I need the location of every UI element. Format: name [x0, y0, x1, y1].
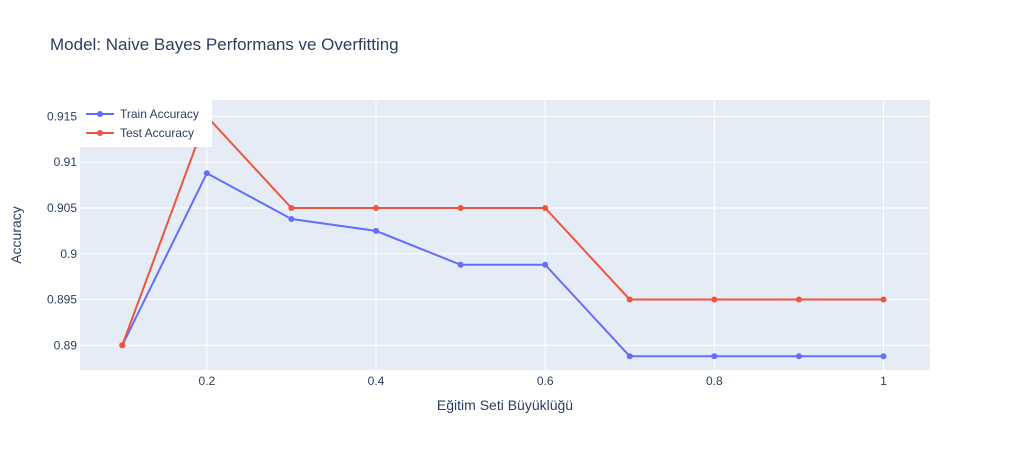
y-tick-label: 0.905	[47, 201, 77, 215]
legend-item[interactable]: Test Accuracy	[86, 126, 194, 140]
series-train-accuracy	[119, 170, 887, 360]
data-point[interactable]	[711, 353, 718, 360]
plot-area	[80, 100, 930, 370]
legend-marker	[97, 111, 103, 117]
x-axis-title: Eğitim Seti Büyüklüğü	[437, 397, 573, 413]
y-tick-label: 0.91	[54, 155, 78, 169]
y-tick-label: 0.895	[47, 293, 77, 307]
x-tick-labels: 0.2 0.4 0.6 0.8 1	[199, 374, 888, 388]
series-line	[121, 172, 884, 358]
legend[interactable]: Train Accuracy Test Accuracy	[80, 100, 212, 147]
y-tick-labels: 0.89 0.895 0.9 0.905 0.91 0.915	[47, 109, 77, 352]
x-tick-label: 0.2	[199, 374, 216, 388]
y-tick-label: 0.915	[47, 109, 77, 123]
data-point[interactable]	[542, 205, 549, 211]
legend-label: Test Accuracy	[120, 126, 194, 140]
data-point[interactable]	[795, 353, 802, 360]
data-point[interactable]	[626, 353, 633, 360]
data-point[interactable]	[711, 296, 718, 303]
data-point[interactable]	[373, 205, 380, 211]
y-tick-label: 0.9	[60, 247, 77, 261]
series-test-accuracy	[119, 113, 887, 349]
data-point[interactable]	[457, 261, 464, 268]
series-layer	[119, 113, 887, 360]
data-point[interactable]	[373, 227, 380, 234]
x-tick-label: 1	[880, 374, 887, 388]
data-point[interactable]	[626, 296, 633, 303]
data-point[interactable]	[119, 342, 126, 349]
legend-label: Train Accuracy	[120, 107, 199, 121]
legend-box	[80, 100, 212, 147]
data-point[interactable]	[880, 296, 887, 303]
series-line	[121, 115, 884, 346]
data-point[interactable]	[288, 205, 295, 211]
data-point[interactable]	[288, 215, 295, 222]
x-tick-label: 0.8	[706, 374, 723, 388]
legend-marker	[97, 130, 103, 136]
x-tick-label: 0.4	[368, 374, 385, 388]
legend-item[interactable]: Train Accuracy	[86, 107, 199, 121]
data-point[interactable]	[795, 296, 802, 303]
y-tick-label: 0.89	[54, 338, 78, 352]
data-point[interactable]	[880, 353, 887, 360]
data-point[interactable]	[542, 261, 549, 268]
data-point[interactable]	[457, 205, 464, 211]
data-point[interactable]	[203, 170, 210, 177]
chart-title: Model: Naive Bayes Performans ve Overfit…	[50, 35, 399, 54]
x-tick-label: 0.6	[537, 374, 554, 388]
y-axis-title: Accuracy	[8, 206, 24, 264]
